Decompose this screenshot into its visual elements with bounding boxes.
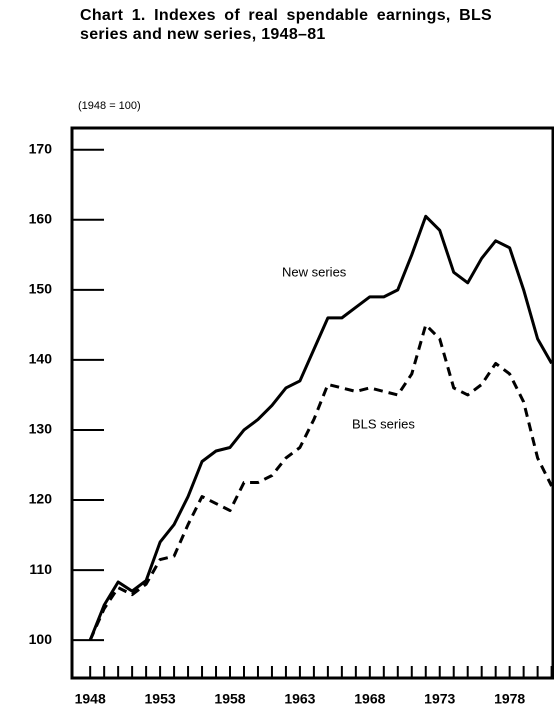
x-tick-label: 1948 bbox=[75, 691, 106, 707]
line bbox=[88, 323, 553, 641]
annotation: New series bbox=[282, 264, 347, 279]
x-tick-label: 1953 bbox=[145, 691, 176, 707]
x-tick-label: 1973 bbox=[424, 691, 455, 707]
plot-frame bbox=[70, 126, 554, 680]
x-tick-label: 1958 bbox=[214, 691, 245, 707]
y-tick-label: 160 bbox=[29, 210, 53, 226]
chart-subtitle: (1948 = 100) bbox=[78, 100, 141, 112]
y-tick-label: 170 bbox=[29, 140, 53, 156]
y-tick-label: 100 bbox=[29, 631, 53, 647]
y-tick-label: 140 bbox=[29, 351, 53, 367]
chart-title: Chart 1. Indexes of real spendable earni… bbox=[80, 7, 492, 43]
y-tick-label: 120 bbox=[29, 491, 53, 507]
y-tick-label: 130 bbox=[29, 421, 53, 437]
x-tick-label: 1968 bbox=[354, 691, 385, 707]
x-tick-label: 1963 bbox=[284, 691, 315, 707]
y-tick-label: 110 bbox=[29, 561, 52, 577]
y-tick-label: 150 bbox=[29, 281, 53, 297]
x-tick-label: 1978 bbox=[494, 691, 525, 707]
annotation: BLS series bbox=[352, 416, 415, 431]
line bbox=[88, 214, 553, 641]
